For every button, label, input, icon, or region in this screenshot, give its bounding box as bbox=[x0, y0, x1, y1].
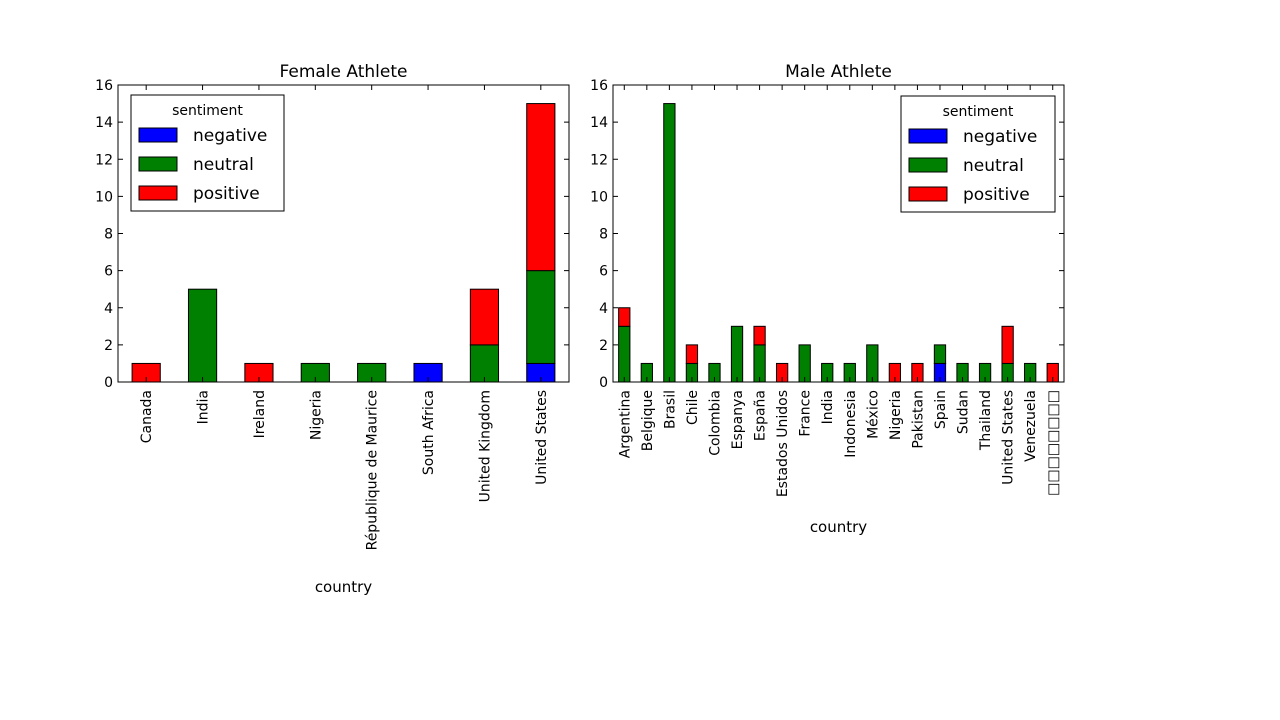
female-bar-neutral bbox=[187, 288, 218, 383]
male-ytick-label: 10 bbox=[590, 189, 608, 205]
female-chart-title: Female Athlete bbox=[280, 62, 408, 82]
male-legend-label-neutral: neutral bbox=[963, 156, 1024, 176]
male-bar-positive bbox=[753, 325, 766, 346]
female-bar-neutral bbox=[469, 344, 500, 383]
female-bar-positive bbox=[469, 288, 500, 346]
male-xtick-label: Colombia bbox=[707, 390, 723, 456]
male-ytick-label: 16 bbox=[590, 78, 608, 94]
male-bar-neutral bbox=[753, 344, 766, 383]
male-xtick-label: México bbox=[865, 390, 881, 439]
male-legend-label-negative: negative bbox=[963, 127, 1037, 147]
male-ytick-label: 4 bbox=[599, 301, 608, 317]
male-xtick-label: Chile bbox=[685, 390, 701, 425]
female-xtick-label: United States bbox=[534, 390, 550, 485]
female-ytick-label: 8 bbox=[104, 227, 113, 243]
male-xtick-label: Nigeria bbox=[888, 390, 904, 440]
male-bar-neutral bbox=[730, 325, 744, 383]
female-xtick-label: Ireland bbox=[252, 390, 268, 438]
female-legend-swatch-positive bbox=[138, 185, 178, 201]
female-legend: sentiment negative neutral positive bbox=[130, 94, 285, 212]
female-ytick-label: 14 bbox=[95, 115, 113, 131]
male-xtick-label: Espanya bbox=[730, 390, 746, 449]
female-xtick-label: South Africa bbox=[421, 390, 437, 475]
male-xtick-label: Brasil bbox=[662, 390, 678, 429]
female-chart: Female Athlete 0 2 4 6 8 10 12 14 16 Canada India Ir… bbox=[95, 62, 570, 596]
female-bar-positive bbox=[526, 103, 556, 272]
female-xtick-label: République de Maurice bbox=[365, 390, 381, 550]
female-ytick-label: 10 bbox=[95, 189, 113, 205]
male-chart-title: Male Athlete bbox=[785, 62, 892, 82]
male-bar-positive bbox=[685, 344, 699, 364]
female-xaxis-label: country bbox=[315, 578, 372, 596]
male-legend-swatch-neutral bbox=[908, 157, 948, 173]
male-chart: Male Athlete 0 2 4 6 8 10 12 14 16 Argentina Belgiq… bbox=[590, 62, 1065, 536]
female-legend-swatch-negative bbox=[138, 127, 178, 143]
female-xtick-label: India bbox=[196, 390, 212, 424]
male-bar-positive bbox=[618, 307, 631, 327]
male-ytick-label: 0 bbox=[599, 375, 608, 391]
male-xtick-label: Indonesia bbox=[843, 390, 859, 458]
male-xtick-label: United States bbox=[1001, 390, 1017, 485]
male-legend-swatch-positive bbox=[908, 186, 948, 202]
male-legend-label-positive: positive bbox=[963, 185, 1030, 205]
male-xtick-label: Estados Unidos bbox=[775, 390, 791, 497]
male-bar-neutral bbox=[618, 325, 631, 383]
female-xtick-label: United Kingdom bbox=[477, 390, 493, 502]
male-xtick-label: España bbox=[753, 390, 769, 441]
male-legend: sentiment negative neutral positive bbox=[900, 95, 1056, 213]
female-bar-neutral bbox=[526, 270, 556, 364]
male-ytick-label: 12 bbox=[590, 152, 608, 168]
male-xtick-label: Spain bbox=[933, 390, 949, 429]
female-legend-label-negative: negative bbox=[193, 126, 267, 146]
male-bar-neutral bbox=[866, 344, 879, 383]
female-xtick-label: Nigeria bbox=[308, 390, 324, 440]
male-xtick-label: India bbox=[820, 390, 836, 424]
male-xtick-label: France bbox=[798, 390, 814, 437]
male-xtick-label: □□□□□□□□ bbox=[1046, 390, 1062, 496]
female-legend-swatch-neutral bbox=[138, 156, 178, 172]
male-legend-swatch-negative bbox=[908, 128, 948, 144]
male-legend-title: sentiment bbox=[943, 104, 1014, 120]
female-legend-label-positive: positive bbox=[193, 184, 260, 204]
male-ytick-label: 6 bbox=[599, 264, 608, 280]
male-bar-neutral bbox=[798, 344, 811, 383]
female-ytick-label: 16 bbox=[95, 78, 113, 94]
male-xtick-label: Argentina bbox=[617, 390, 633, 458]
male-ytick-label: 2 bbox=[599, 338, 608, 354]
female-ytick-label: 4 bbox=[104, 301, 113, 317]
female-ytick-label: 6 bbox=[104, 264, 113, 280]
male-ytick-label: 8 bbox=[599, 227, 608, 243]
male-ytick-label: 14 bbox=[590, 115, 608, 131]
male-xtick-label: Belgique bbox=[640, 390, 656, 451]
male-xaxis-label: country bbox=[810, 518, 867, 536]
female-xtick-label: Canada bbox=[139, 390, 155, 443]
female-legend-title: sentiment bbox=[172, 103, 243, 119]
female-ytick-label: 12 bbox=[95, 152, 113, 168]
male-bar-neutral bbox=[663, 103, 676, 383]
female-ytick-label: 0 bbox=[104, 375, 113, 391]
male-bar-neutral bbox=[933, 344, 947, 364]
male-xtick-label: Thailand bbox=[978, 390, 994, 451]
male-xtick-label: Sudan bbox=[956, 390, 972, 434]
female-legend-label-neutral: neutral bbox=[193, 155, 254, 175]
female-ytick-label: 2 bbox=[104, 338, 113, 354]
male-xtick-label: Venezuela bbox=[1023, 390, 1039, 462]
male-xtick-label: Pakistan bbox=[910, 390, 926, 449]
male-bar-positive bbox=[1001, 325, 1014, 364]
